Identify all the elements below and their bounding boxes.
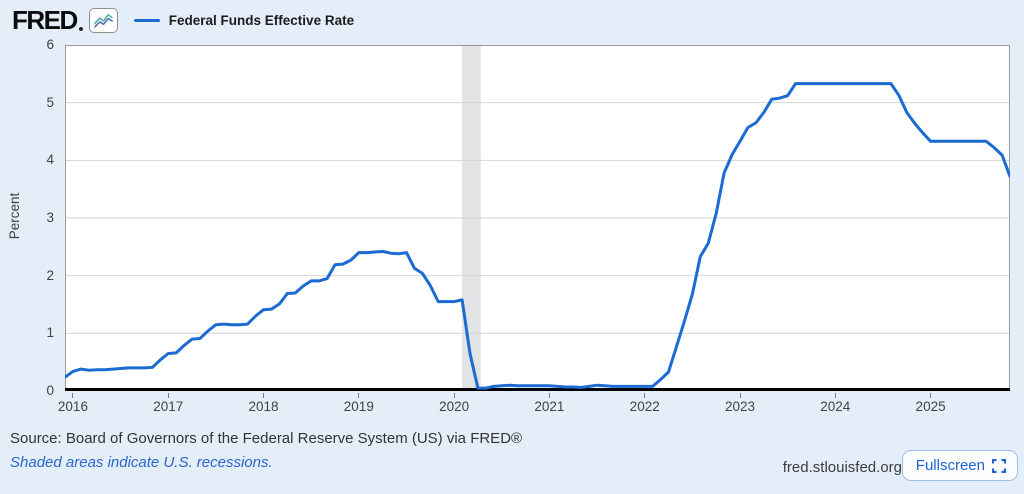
y-tick-label: 2 xyxy=(46,267,54,283)
fullscreen-icon xyxy=(992,458,1006,473)
series-line-federal-funds-rate xyxy=(65,82,1010,390)
x-tick-label: 2019 xyxy=(343,399,374,414)
x-tick-mark xyxy=(644,393,646,398)
x-tick-mark xyxy=(167,393,169,398)
plot-area[interactable] xyxy=(65,45,1010,391)
y-tick-label: 6 xyxy=(46,37,54,52)
y-tick-label: 4 xyxy=(46,152,54,168)
recession-note-link[interactable]: Shaded areas indicate U.S. recessions. xyxy=(10,454,273,471)
x-tick-label: 2024 xyxy=(820,399,851,414)
y-tick-label: 0 xyxy=(46,383,54,398)
x-tick-label: 2020 xyxy=(439,399,470,414)
series-legend-label: Federal Funds Effective Rate xyxy=(168,12,355,28)
x-tick-mark xyxy=(739,393,741,398)
x-tick-mark xyxy=(263,393,265,398)
x-tick-label: 2022 xyxy=(629,399,660,414)
series-legend-dash-icon xyxy=(133,18,160,22)
x-tick-mark xyxy=(453,393,455,398)
fred-url-link[interactable]: fred.stlouisfed.org xyxy=(782,459,902,476)
registered-trademark-dot-icon xyxy=(78,27,83,31)
source-text: Source: Board of Governors of the Federa… xyxy=(10,430,523,447)
x-tick-mark xyxy=(72,393,74,398)
x-tick-label: 2016 xyxy=(57,399,88,414)
chart-header: FRED Federal Funds Effective Rate xyxy=(12,7,354,33)
x-tick-label: 2021 xyxy=(534,399,565,414)
y-tick-label: 5 xyxy=(46,94,54,110)
fullscreen-button[interactable]: Fullscreen xyxy=(901,450,1018,481)
x-tick-label: 2018 xyxy=(248,399,279,414)
y-tick-label: 3 xyxy=(46,210,54,225)
fullscreen-label: Fullscreen xyxy=(915,457,985,474)
x-tick-mark xyxy=(834,393,836,398)
line-chart-badge-icon xyxy=(88,7,118,33)
fred-logo-text: FRED xyxy=(12,5,78,35)
x-tick-label: 2025 xyxy=(915,399,946,414)
x-tick-mark xyxy=(930,393,932,398)
x-tick-label: 2017 xyxy=(153,399,184,414)
x-tick-label: 2023 xyxy=(724,399,756,414)
x-tick-mark xyxy=(358,393,360,398)
fred-logo[interactable]: FRED xyxy=(12,7,83,33)
chart-canvas xyxy=(65,45,1010,391)
x-tick-mark xyxy=(548,393,550,398)
y-tick-label: 1 xyxy=(46,325,54,341)
chart-legend: Federal Funds Effective Rate xyxy=(133,12,355,28)
plot-frame xyxy=(65,45,1010,391)
